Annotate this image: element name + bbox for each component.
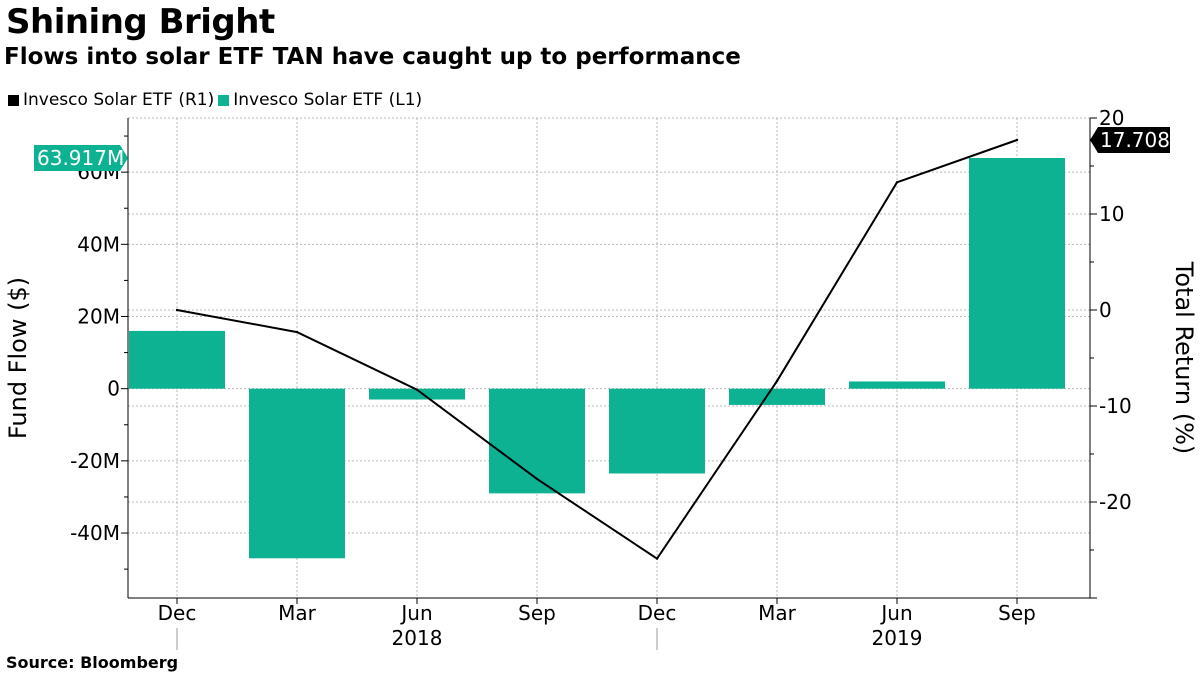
right-tick-label-2: 0 [1099,298,1112,322]
x-year-label-0: 2018 [392,626,443,650]
x-tick-label-1: Mar [278,601,317,625]
bar-4 [609,388,705,474]
chart-subtitle: Flows into solar ETF TAN have caught up … [4,44,741,70]
x-year-label-1: 2019 [872,626,923,650]
bar-3 [489,388,585,494]
bar-5 [729,388,825,405]
value-labels-group: 63.917M 17.708 [34,127,1170,171]
line-point-2 [415,388,419,391]
left-tick-label-1: -20M [70,449,120,473]
line-point-6 [895,181,899,184]
right-last-value-tag [1090,127,1170,154]
x-tick-label-7: Sep [998,601,1036,625]
right-axis-title: Total Return (%) [1170,261,1198,454]
legend-item-bars: Invesco Solar ETF (L1) [218,90,422,110]
legend-swatch-line [8,94,19,106]
right-tick-label-3: 10 [1099,202,1124,226]
line-point-7 [1015,138,1019,142]
right-tick-label-0: -20 [1099,490,1132,514]
legend-item-line: Invesco Solar ETF (R1) [8,90,214,110]
left-last-value-label: 63.917M [37,146,124,170]
left-axis-title: Fund Flow ($) [4,277,32,439]
x-tick-label-5: Mar [758,601,797,625]
line-point-0 [175,308,179,312]
bar-1 [249,388,345,559]
legend-label-bars: Invesco Solar ETF (L1) [233,90,423,110]
x-tick-label-3: Sep [518,601,556,625]
right-tick-label-1: -10 [1099,394,1132,418]
total-return-line [176,139,1018,561]
bar-7 [969,157,1065,389]
x-tick-label-6: Jun [879,601,912,625]
bar-6 [849,381,945,389]
bar-2 [369,388,465,400]
legend: Invesco Solar ETF (R1) Invesco Solar ETF… [8,90,426,110]
legend-swatch-bars [218,94,230,106]
right-tick-label-4: 20 [1099,106,1124,130]
bars-group [129,157,1065,559]
line-point-3 [535,477,539,481]
left-tick-label-2: 0 [107,377,120,401]
x-tick-label-0: Dec [158,601,197,625]
chart-title: Shining Bright [6,2,275,42]
left-tick-label-3: 20M [77,304,120,328]
line-point-4 [655,557,659,560]
x-tick-label-4: Dec [638,601,677,625]
line-point-5 [775,379,779,383]
legend-label-line: Invesco Solar ETF (R1) [23,90,215,110]
left-tick-label-0: -40M [70,521,120,545]
source-note: Source: Bloomberg [6,653,179,672]
line-point-1 [295,330,299,334]
right-last-value-label: 17.708 [1100,128,1170,152]
line-group [175,138,1019,561]
left-tick-label-4: 40M [77,232,120,256]
bar-0 [129,330,225,389]
left-last-value-tag [34,144,128,171]
x-tick-label-2: Jun [399,601,432,625]
